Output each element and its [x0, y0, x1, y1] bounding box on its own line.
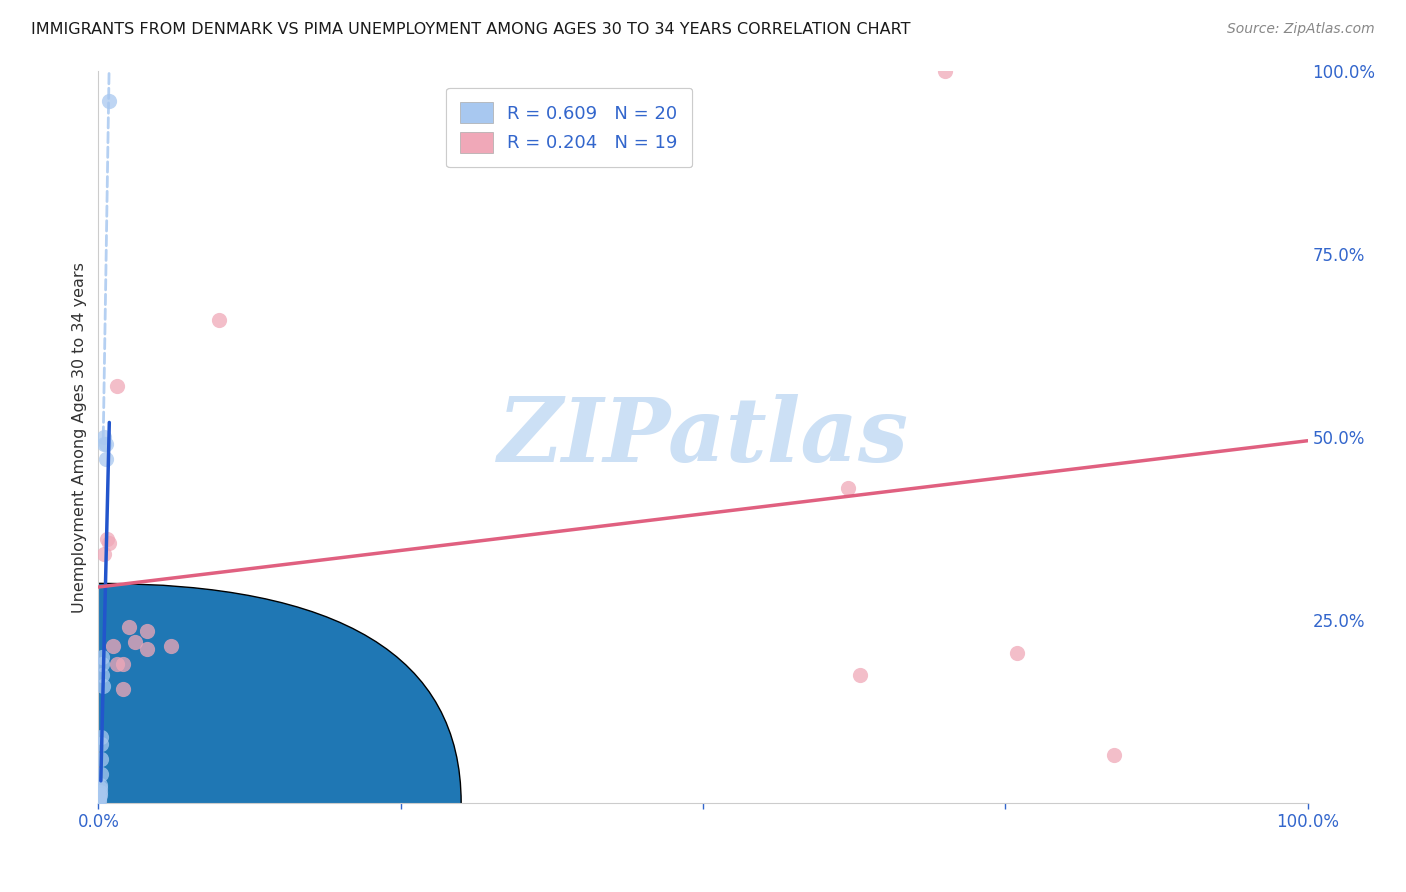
Point: [105, 657, 128, 671]
Point: [94, 437, 117, 451]
Point: [1102, 748, 1125, 763]
Point: [208, 313, 231, 327]
Point: [90, 737, 112, 751]
Legend: R = 0.609   N = 20, R = 0.204   N = 19: R = 0.609 N = 20, R = 0.204 N = 19: [446, 87, 692, 168]
Point: [118, 620, 141, 634]
FancyBboxPatch shape: [0, 583, 461, 892]
Point: [93, 437, 115, 451]
Point: [849, 667, 872, 681]
Point: [87, 789, 110, 804]
Point: [837, 481, 859, 495]
Point: [934, 64, 956, 78]
Point: [160, 639, 183, 653]
Point: [91, 657, 114, 671]
Point: [91, 649, 114, 664]
Point: [91, 667, 114, 681]
Text: ZIPatlas: ZIPatlas: [498, 394, 908, 480]
Point: [124, 635, 146, 649]
Text: IMMIGRANTS FROM DENMARK VS PIMA UNEMPLOYMENT AMONG AGES 30 TO 34 YEARS CORRELATI: IMMIGRANTS FROM DENMARK VS PIMA UNEMPLOY…: [31, 22, 911, 37]
Point: [90, 730, 112, 744]
Point: [111, 657, 134, 671]
Point: [98, 536, 121, 550]
Y-axis label: Unemployment Among Ages 30 to 34 years: Unemployment Among Ages 30 to 34 years: [72, 261, 87, 613]
Point: [90, 752, 112, 766]
Point: [111, 682, 134, 697]
Point: [1007, 646, 1029, 660]
Point: [105, 379, 128, 393]
Point: [89, 785, 111, 799]
Point: [101, 639, 124, 653]
Point: [89, 789, 111, 803]
Point: [96, 533, 118, 547]
Point: [94, 452, 117, 467]
Point: [93, 430, 115, 444]
Point: [135, 642, 157, 657]
Point: [89, 778, 111, 792]
Point: [87, 794, 110, 808]
Point: [89, 781, 111, 796]
Point: [93, 547, 115, 561]
Point: [98, 94, 121, 108]
Point: [91, 679, 114, 693]
Point: [135, 624, 157, 638]
Text: Source: ZipAtlas.com: Source: ZipAtlas.com: [1227, 22, 1375, 37]
Point: [87, 792, 110, 806]
Point: [90, 766, 112, 780]
